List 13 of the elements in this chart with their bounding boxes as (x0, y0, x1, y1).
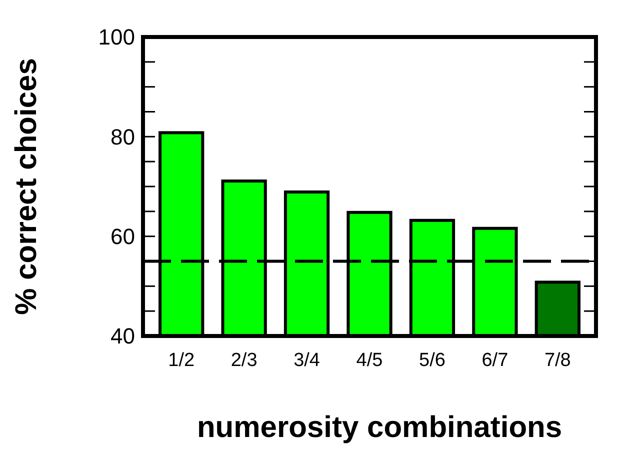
x-tick-label: 2/3 (230, 350, 258, 371)
x-tick-label: 7/8 (544, 350, 571, 371)
y-tick-label: 60 (110, 224, 135, 250)
y-tick-label: 40 (110, 324, 135, 349)
x-tick-label: 3/4 (294, 350, 320, 371)
y-axis-title: % correct choices (10, 58, 43, 315)
x-tick-label: 6/7 (482, 350, 508, 371)
x-tick-label: 4/5 (356, 350, 383, 371)
x-axis-title: numerosity combinations (196, 411, 562, 444)
x-tick-label: 5/6 (419, 350, 446, 371)
y-tick-label: 100 (98, 24, 135, 50)
y-tick-label: 80 (110, 124, 135, 150)
x-tick-label: 1/2 (168, 350, 195, 371)
